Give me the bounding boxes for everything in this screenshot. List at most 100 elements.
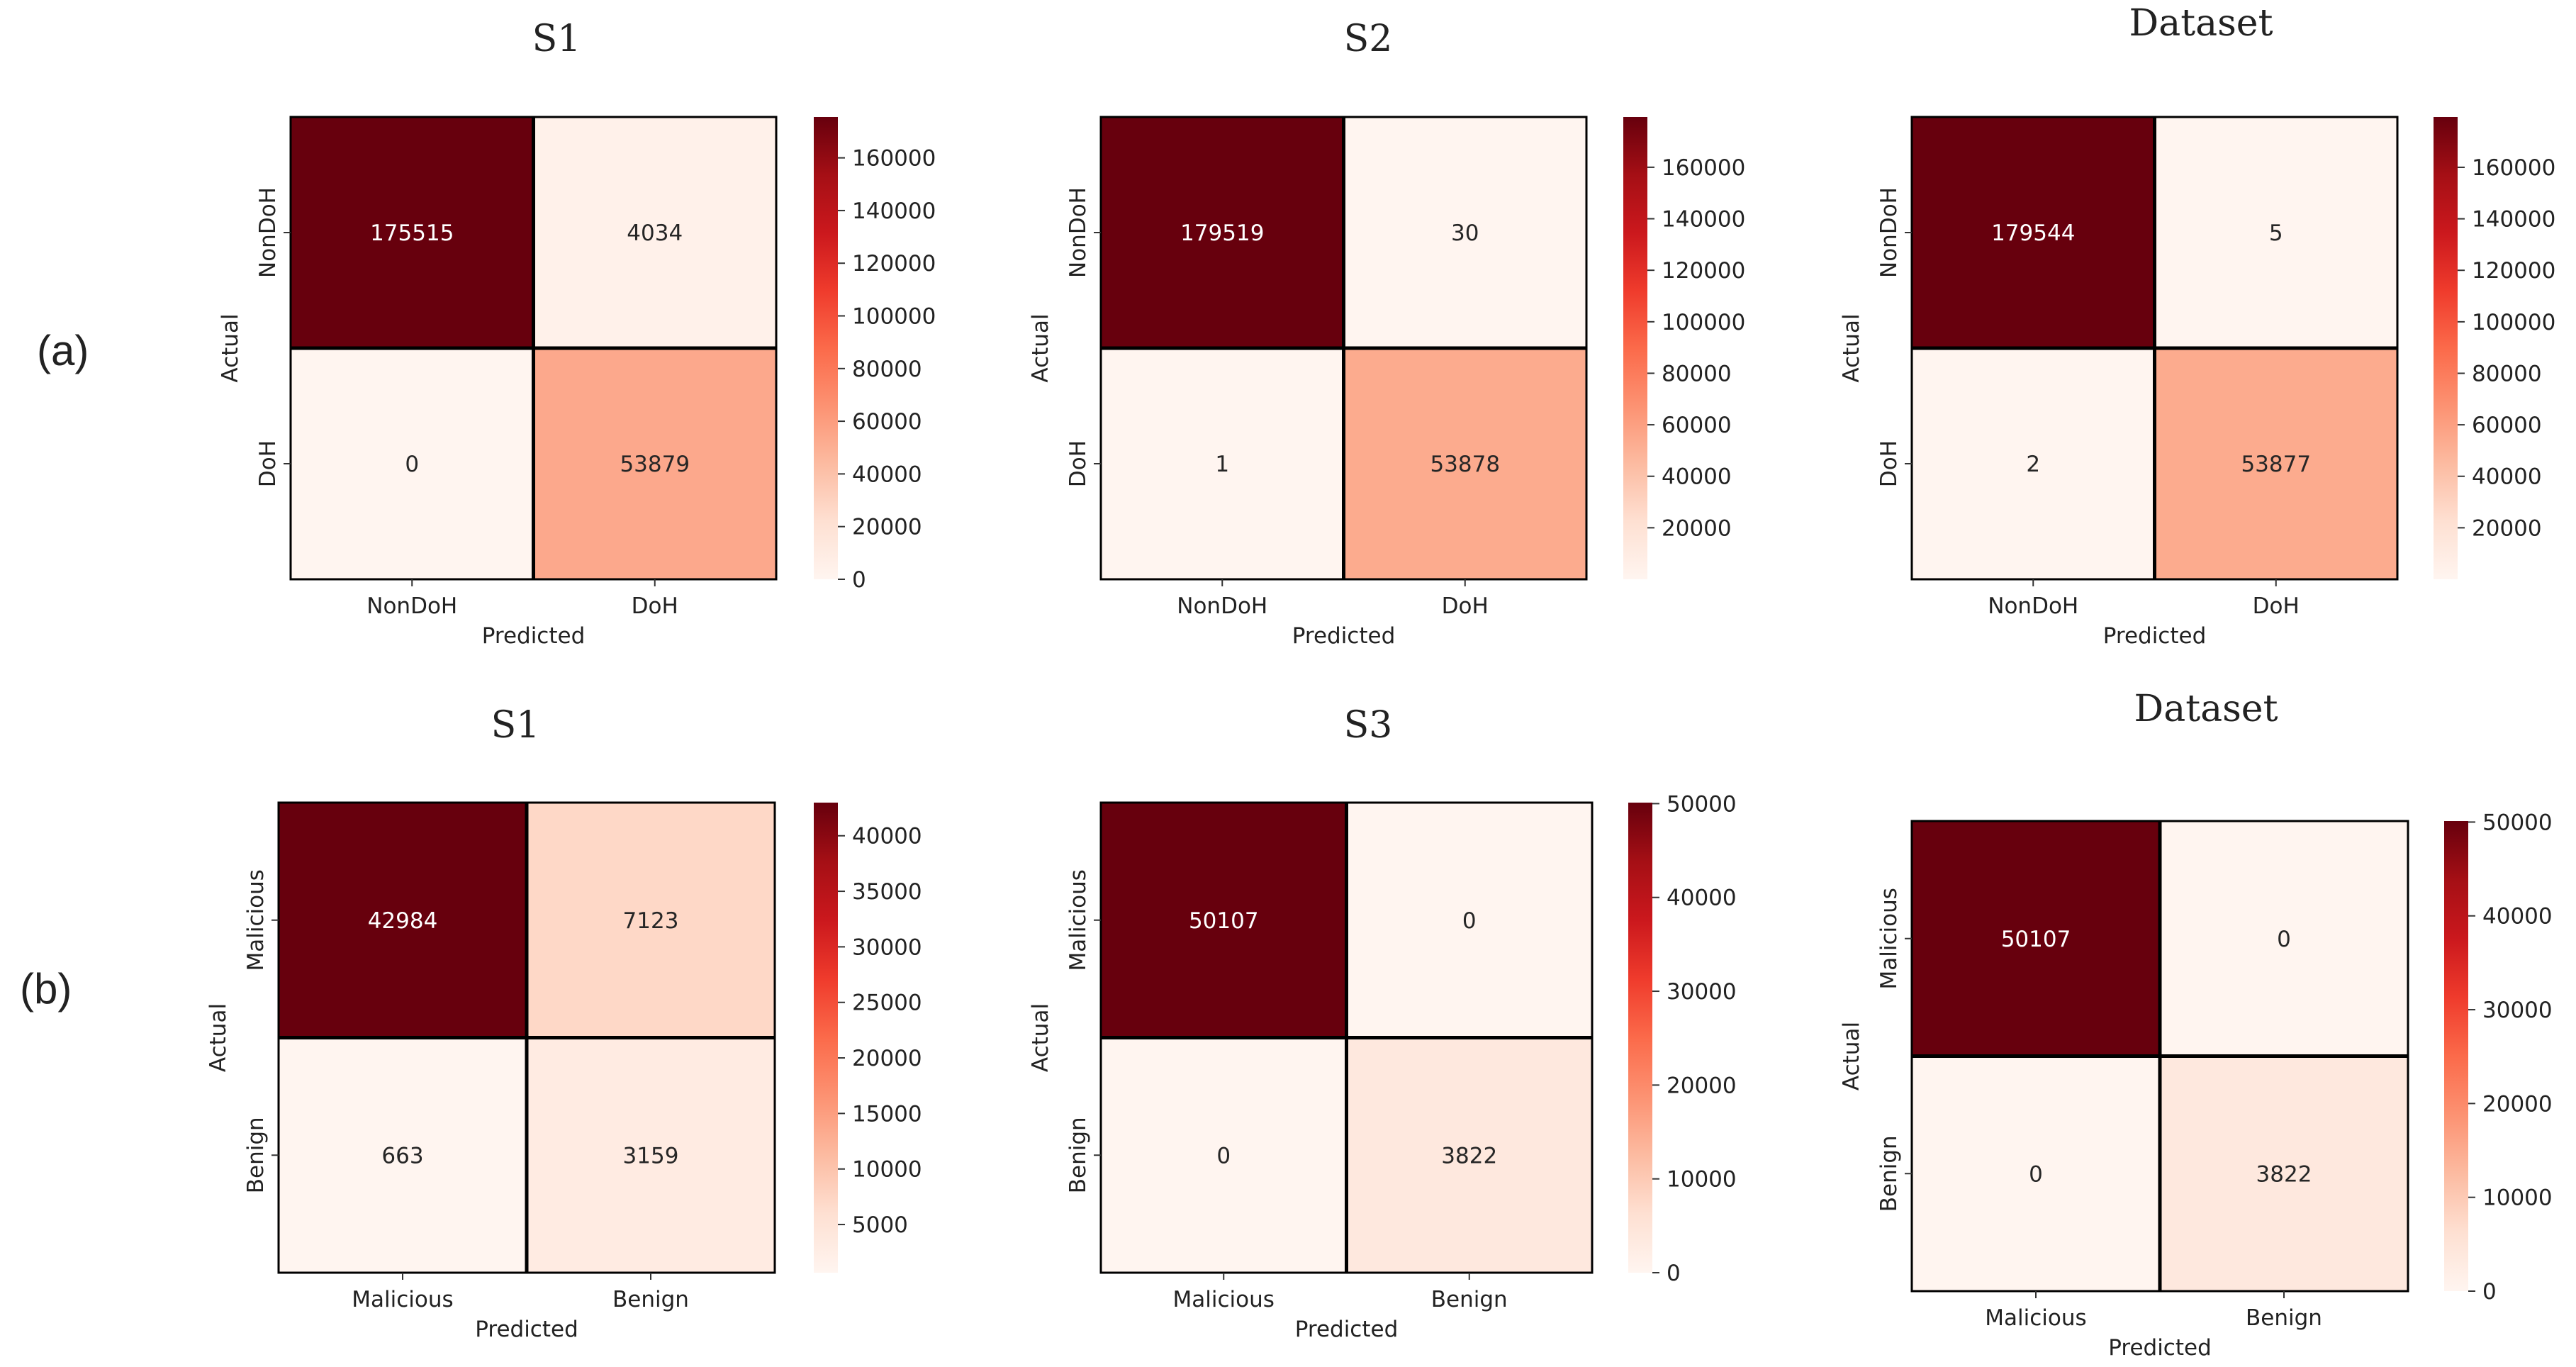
cell-value-label: 2	[2026, 452, 2040, 477]
cell-value-label: 53878	[1430, 452, 1500, 477]
cell-value-label: 3822	[1441, 1143, 1497, 1168]
x-axis-label: Predicted	[2103, 623, 2207, 649]
cell-value-label: 7123	[623, 908, 679, 934]
heatmap-cell	[1101, 348, 1344, 579]
y-axis-label: Actual	[218, 313, 243, 382]
x-axis-label: Predicted	[1295, 1317, 1399, 1342]
y-tick-label: DoH	[255, 440, 281, 487]
colorbar-tick-label: 100000	[2472, 310, 2555, 335]
y-tick-label: Malicious	[243, 869, 269, 971]
colorbar-tick-label: 160000	[2472, 155, 2555, 181]
heatmap-panel-6: Dataset 50107 0 0 3822 Malicious Benign Predict…	[1839, 688, 2553, 1361]
colorbar-tick-label: 25000	[852, 991, 922, 1016]
colorbar	[2434, 117, 2458, 579]
colorbar-tick-label: 80000	[852, 357, 922, 382]
colorbar-tick-label: 35000	[852, 879, 922, 905]
heatmap-cell	[1912, 348, 2155, 579]
colorbar-tick-label: 30000	[852, 934, 922, 960]
colorbar-tick-label: 20000	[2482, 1091, 2553, 1117]
heatmap-frame	[1910, 116, 2399, 581]
x-axis-label: Predicted	[2108, 1335, 2212, 1361]
cell-value-label: 179544	[1991, 221, 2075, 246]
chart-title: Dataset	[2134, 688, 2278, 730]
heatmap-cell	[1101, 803, 1347, 1038]
colorbar-tick-label: 40000	[852, 824, 922, 849]
colorbar-tick-label: 20000	[2472, 515, 2542, 541]
colorbar-tick-label: 120000	[1662, 258, 1745, 284]
heatmap-panel-5: S3 50107 0 0 3822 Malicious Benign Predicted Mal…	[1028, 704, 1737, 1342]
colorbar-tick-label: 80000	[2472, 361, 2542, 386]
y-tick-label: Benign	[1876, 1135, 1902, 1212]
heatmap-frame	[289, 116, 778, 581]
heatmap-cell	[1343, 348, 1586, 579]
heatmap-cell	[527, 1037, 775, 1273]
colorbar-tick-label: 10000	[852, 1157, 922, 1183]
colorbar-tick-label: 120000	[2472, 258, 2555, 284]
colorbar-tick-label: 40000	[1667, 886, 1737, 911]
heatmap-cell	[1346, 803, 1592, 1038]
colorbar	[814, 803, 838, 1273]
y-axis-label: Actual	[1028, 313, 1053, 382]
heatmap-frame	[1099, 801, 1594, 1274]
heatmap-cell	[527, 803, 775, 1038]
cell-value-label: 3159	[623, 1143, 679, 1168]
colorbar-tick-label: 120000	[852, 251, 936, 277]
y-tick-label: DoH	[1065, 440, 1091, 487]
colorbar-tick-label: 30000	[2482, 998, 2553, 1023]
colorbar	[1623, 117, 1647, 579]
y-axis-label: Actual	[1839, 1022, 1864, 1090]
colorbar	[1628, 803, 1652, 1273]
x-tick-label: Benign	[612, 1287, 689, 1312]
cell-value-label: 0	[405, 452, 419, 477]
colorbar-tick-label: 20000	[852, 1046, 922, 1071]
x-tick-label: Malicious	[352, 1287, 453, 1312]
colorbar-tick-label: 20000	[1667, 1073, 1737, 1098]
x-axis-label: Predicted	[482, 623, 586, 649]
cell-value-label: 0	[1216, 1143, 1231, 1168]
row-label-a: (a)	[37, 327, 89, 374]
cell-value-label: 663	[381, 1143, 423, 1168]
colorbar-tick-label: 0	[1667, 1261, 1681, 1286]
heatmap-cell	[1101, 117, 1344, 348]
y-axis-label: Actual	[1028, 1003, 1053, 1072]
colorbar-tick-label: 40000	[1662, 464, 1732, 490]
heatmap-cell	[279, 803, 527, 1038]
y-tick-label: Malicious	[1065, 869, 1091, 971]
x-tick-label: NonDoH	[1988, 593, 2078, 619]
y-tick-label: NonDoH	[255, 187, 281, 278]
y-tick-label: NonDoH	[1065, 187, 1091, 278]
colorbar-tick-label: 40000	[852, 462, 922, 487]
cell-value-label: 0	[2029, 1161, 2043, 1187]
colorbar	[814, 117, 838, 579]
x-tick-label: Benign	[1431, 1287, 1508, 1312]
heatmap-cell	[2154, 348, 2397, 579]
y-tick-label: Benign	[1065, 1117, 1091, 1193]
heatmap-panels: S1 175515 4034 0 53879 NonDoH DoH Predicted NonD…	[206, 2, 2555, 1361]
cell-value-label: 30	[1451, 221, 1479, 246]
cell-value-label: 179519	[1180, 221, 1264, 246]
heatmap-cell	[1346, 1037, 1592, 1273]
heatmap-frame	[277, 801, 776, 1274]
cell-value-label: 5	[2269, 221, 2283, 246]
heatmap-cell	[1343, 117, 1586, 348]
x-tick-label: DoH	[2253, 593, 2300, 619]
cell-value-label: 1	[1215, 452, 1229, 477]
x-tick-label: DoH	[1442, 593, 1489, 619]
colorbar	[2444, 821, 2468, 1291]
x-tick-label: Benign	[2246, 1305, 2322, 1331]
x-axis-label: Predicted	[475, 1317, 578, 1342]
cell-value-label: 0	[2277, 927, 2291, 952]
heatmap-cell	[533, 348, 776, 579]
heatmap-cell	[1912, 821, 2160, 1056]
heatmap-cell	[533, 117, 776, 348]
heatmap-cell	[291, 348, 534, 579]
y-tick-label: Benign	[243, 1117, 269, 1193]
x-tick-label: Malicious	[1173, 1287, 1275, 1312]
heatmap-cell	[2160, 821, 2408, 1056]
heatmap-frame	[1099, 116, 1588, 581]
colorbar-tick-label: 160000	[852, 146, 936, 172]
x-tick-label: NonDoH	[1177, 593, 1267, 619]
cell-value-label: 50107	[1189, 908, 1259, 934]
colorbar-tick-label: 40000	[2482, 904, 2553, 930]
